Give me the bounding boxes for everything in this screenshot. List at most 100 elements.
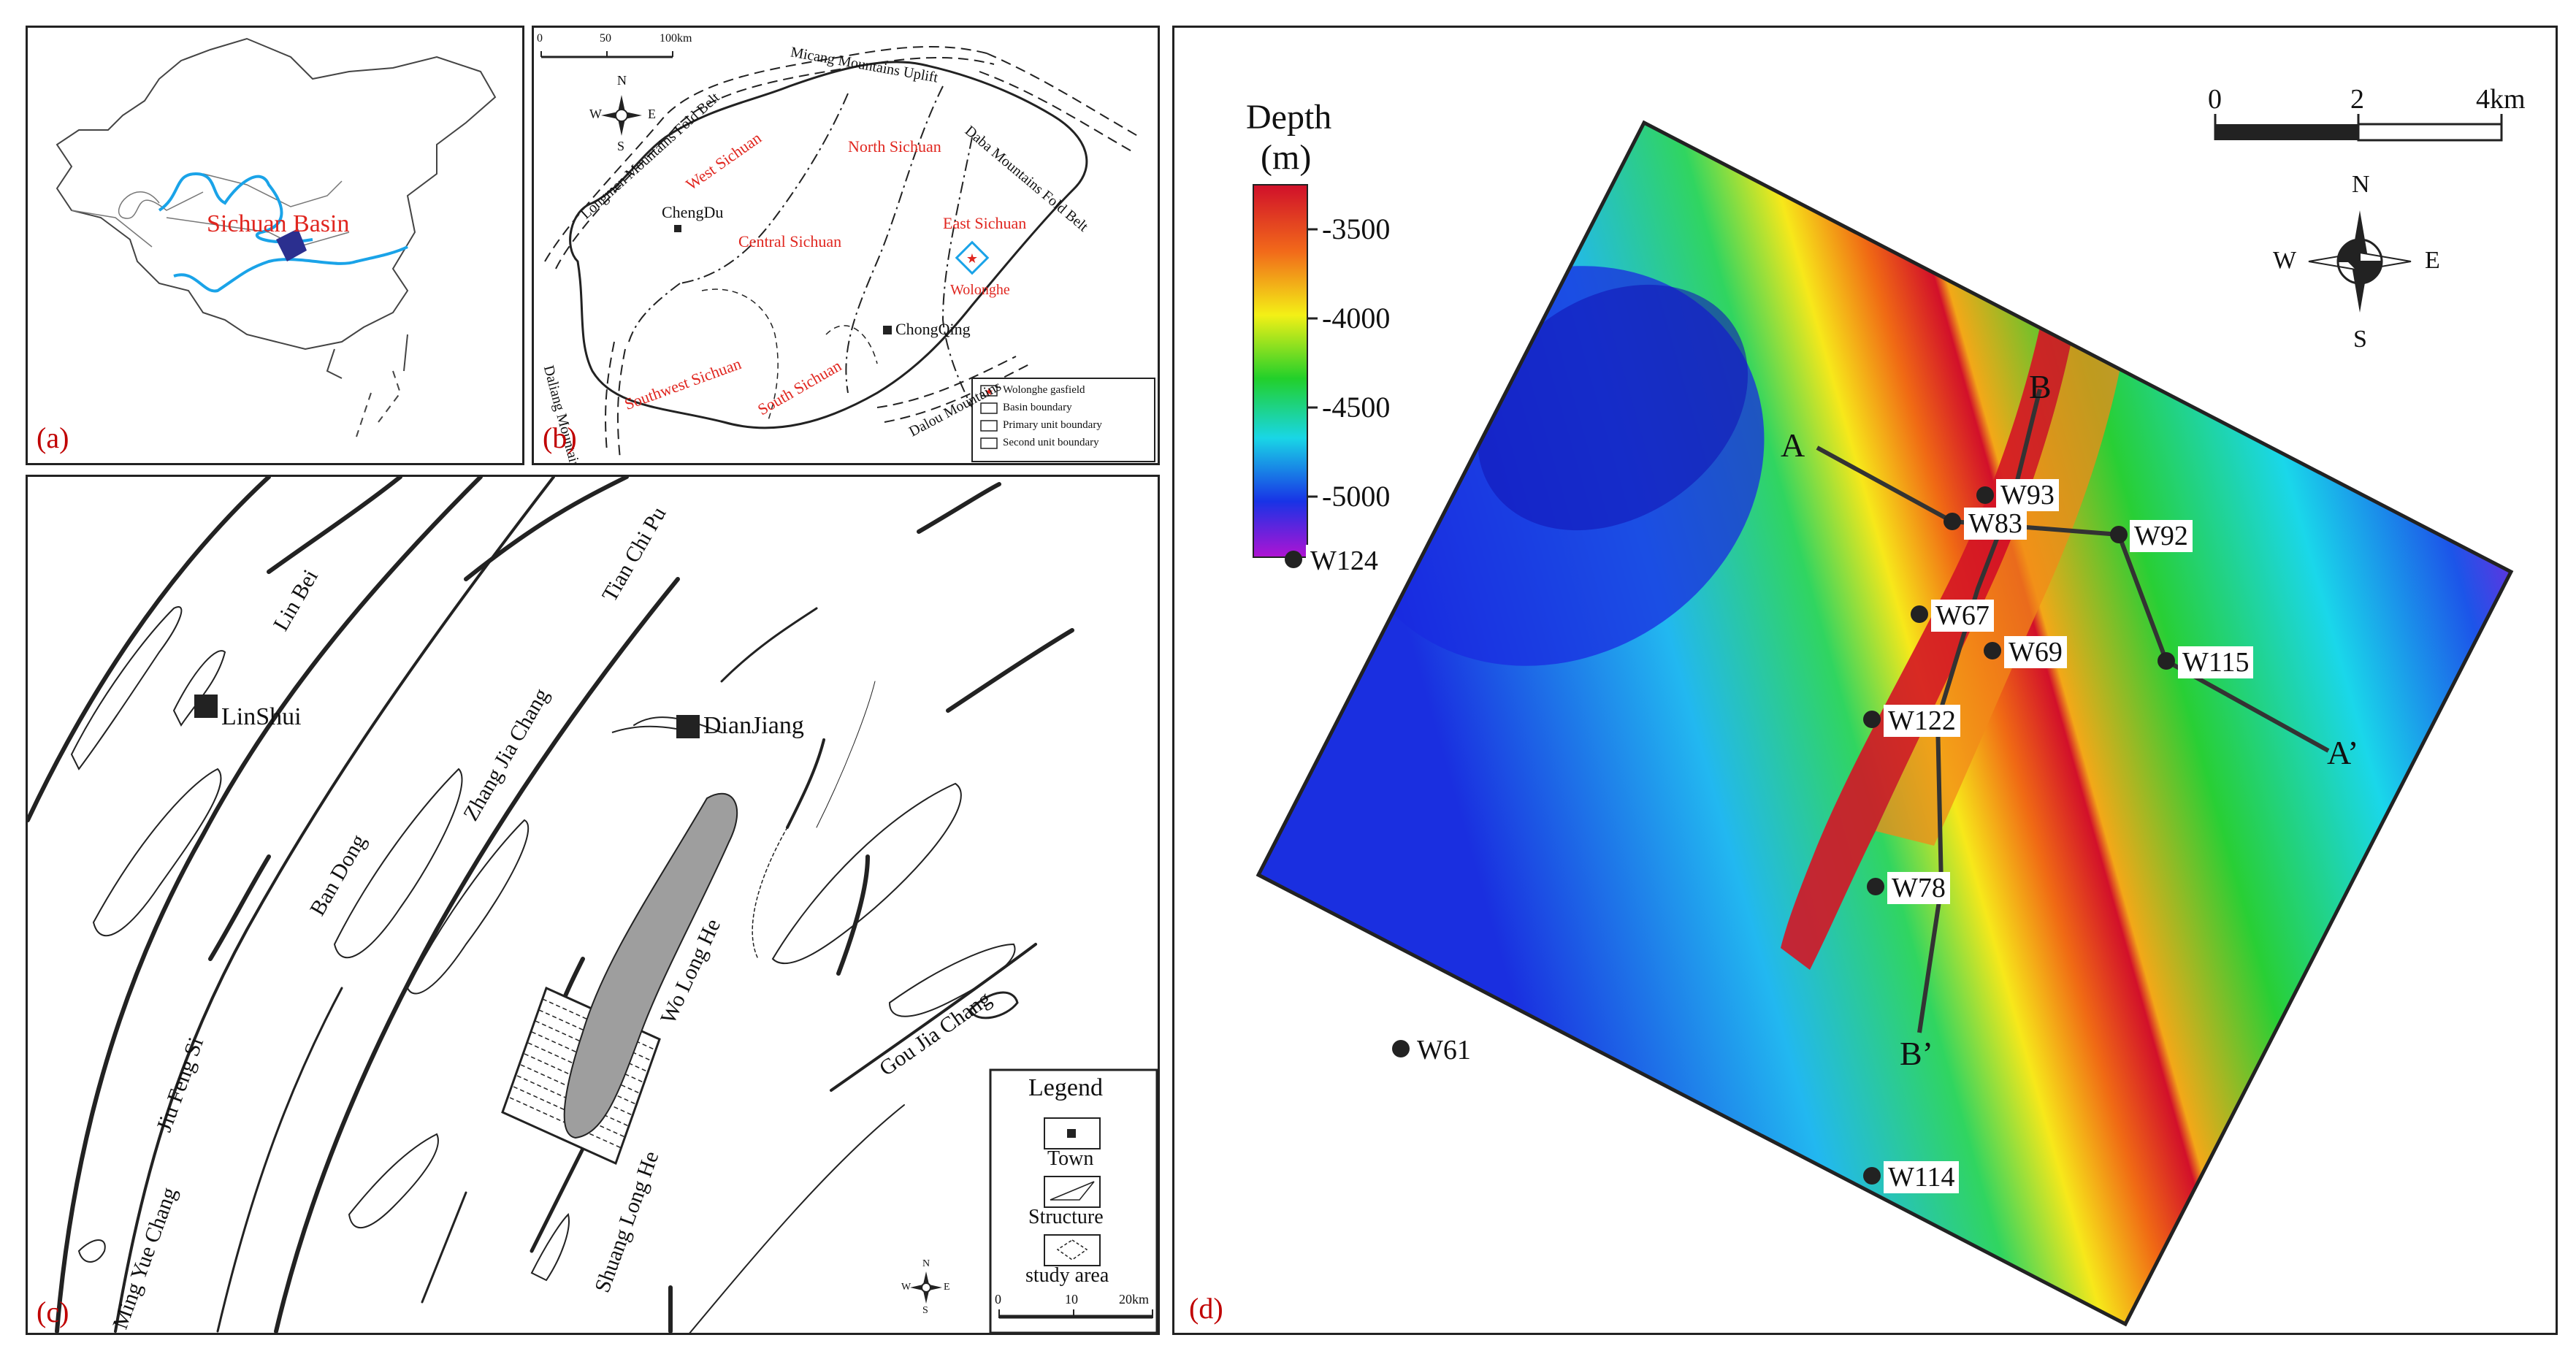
well-w61-icon (1392, 1040, 1410, 1057)
dianjiang-town-icon (676, 715, 700, 738)
well-w122-label: W122 (1884, 705, 1960, 737)
panel-d-label: (d) (1189, 1292, 1223, 1325)
well-w115-label: W115 (2178, 646, 2254, 678)
panel-b-compass-icon (601, 95, 642, 136)
well-w92-label: W92 (2130, 520, 2193, 552)
panel-b-label: (b) (543, 421, 577, 454)
yangtze-river-line (173, 245, 408, 293)
colorbar-tick-4500: -4500 (1322, 391, 1391, 424)
well-w92-icon (2110, 526, 2128, 543)
linshui-label: LinShui (221, 703, 302, 730)
sichuan-basin-map: ★ ★ (540, 45, 1155, 462)
panel-c-compass-w: W (901, 1282, 911, 1293)
panel-d-depth-map: Depth (m) -3500 -4000 -4500 -5000 0 2 4k… (1172, 26, 2558, 1335)
structure-map (28, 477, 1158, 1333)
basin-boundary-line (569, 61, 1088, 429)
panel-c-scale-0: 0 (995, 1292, 1001, 1306)
chengdu-label: ChengDu (662, 203, 724, 221)
panel-a-label: (a) (37, 421, 69, 454)
section-label-a-prime: A’ (2327, 734, 2359, 771)
panel-c-compass-s: S (922, 1305, 928, 1316)
panel-d-compass-e: E (2425, 247, 2440, 274)
wells-group (1285, 486, 2175, 1185)
panel-d-compass-w: W (2273, 247, 2297, 274)
panel-d-compass-n: N (2352, 171, 2370, 198)
legend-study-area: study area (1025, 1264, 1109, 1287)
svg-text:★: ★ (985, 387, 994, 398)
map-frame (1255, 120, 2514, 1327)
panel-b-compass-s: S (617, 139, 625, 153)
panel-c-compass-n: N (922, 1258, 930, 1269)
panel-c-scale-20: 20km (1119, 1292, 1150, 1306)
well-w83-label: W83 (1964, 508, 2027, 540)
colorbar-tick-5000: -5000 (1322, 480, 1391, 513)
well-w67-icon (1911, 605, 1928, 623)
well-w61-label: W61 (1413, 1034, 1475, 1066)
well-w69-label: W69 (2004, 636, 2067, 668)
north-sichuan-label: North Sichuan (848, 137, 941, 156)
section-label-b: B (2029, 368, 2052, 405)
legend-town: Town (1047, 1147, 1094, 1170)
chengdu-town-icon (674, 225, 681, 232)
wolonghe-label: Wolonghe (950, 282, 1010, 298)
well-w67-label: W67 (1931, 600, 1994, 632)
dianjiang-label: DianJiang (703, 712, 804, 739)
legend-structure: Structure (1028, 1206, 1104, 1228)
panel-c-compass-e: E (944, 1282, 950, 1293)
panel-b-sichuan-map: ★ ★ 0 50 100km N S W E West Sichuan Nort… (532, 26, 1160, 465)
legend-title: Legend (1028, 1074, 1103, 1101)
depth-colorbar (1253, 184, 1308, 558)
panel-d-scale-0: 0 (2208, 84, 2222, 115)
well-w114-label: W114 (1884, 1161, 1960, 1193)
panel-d-compass-s: S (2353, 326, 2367, 353)
section-label-a: A (1781, 426, 1805, 464)
colorbar-title: Depth (1246, 98, 1332, 137)
well-w122-icon (1863, 711, 1881, 728)
central-sichuan-label: Central Sichuan (738, 232, 842, 250)
well-w114-icon (1863, 1167, 1881, 1185)
well-w124-icon (1285, 551, 1302, 568)
well-w78-label: W78 (1887, 872, 1950, 904)
panel-b-compass-e: E (648, 107, 656, 121)
well-w78-icon (1867, 878, 1884, 895)
panel-d-scale-4km: 4km (2476, 84, 2526, 115)
section-label-b-prime: B’ (1900, 1035, 1933, 1072)
panel-b-compass-n: N (617, 73, 627, 88)
panel-d-compass-icon (2308, 210, 2412, 313)
well-w69-icon (1984, 642, 2001, 659)
legend-second-unit-boundary: Second unit boundary (1003, 437, 1099, 448)
colorbar-tick-3500: -3500 (1322, 213, 1391, 245)
wolonghe-gasfield-icon (955, 240, 990, 275)
panel-d-scale-2: 2 (2350, 84, 2364, 115)
china-outline-map (56, 37, 497, 437)
legend-basin-boundary: Basin boundary (1003, 402, 1072, 413)
panel-b-scale-100: 100km (660, 32, 692, 45)
panel-c-label: (c) (37, 1296, 69, 1328)
legend-primary-unit-boundary: Primary unit boundary (1003, 419, 1102, 431)
panel-b-scale-50: 50 (600, 32, 611, 45)
panel-c-scale-10: 10 (1065, 1292, 1078, 1306)
well-w93-label: W93 (1996, 479, 2059, 511)
wolonghe-structure-shape (563, 792, 738, 1139)
section-line-b (1917, 389, 2042, 1033)
linshui-town-icon (194, 695, 218, 718)
east-sichuan-label: East Sichuan (943, 214, 1027, 232)
chongqing-label: ChongQing (895, 320, 971, 338)
colorbar-unit: (m) (1261, 138, 1312, 177)
yellow-river-line (158, 172, 313, 244)
colorbar-tick-4000: -4000 (1322, 302, 1391, 334)
svg-text:★: ★ (966, 251, 978, 266)
well-w115-icon (2158, 652, 2175, 670)
well-w93-icon (1976, 486, 1994, 504)
well-w124-label: W124 (1306, 545, 1383, 577)
sichuan-basin-shape (276, 229, 307, 261)
legend-wolonghe-gasfield: Wolonghe gasfield (1003, 384, 1085, 396)
panel-c-compass-icon (910, 1271, 942, 1304)
panel-b-scale-0: 0 (537, 32, 543, 45)
chongqing-town-icon (883, 326, 892, 334)
panel-b-compass-w: W (589, 107, 602, 121)
panel-c-structure-map: LinShui DianJiang Lin Bei Tian Chi Pu Zh… (26, 475, 1160, 1335)
well-w83-icon (1944, 513, 1961, 530)
sichuan-basin-label: Sichuan Basin (207, 210, 350, 237)
panel-a-china-map: Sichuan Basin (a) (26, 26, 524, 465)
